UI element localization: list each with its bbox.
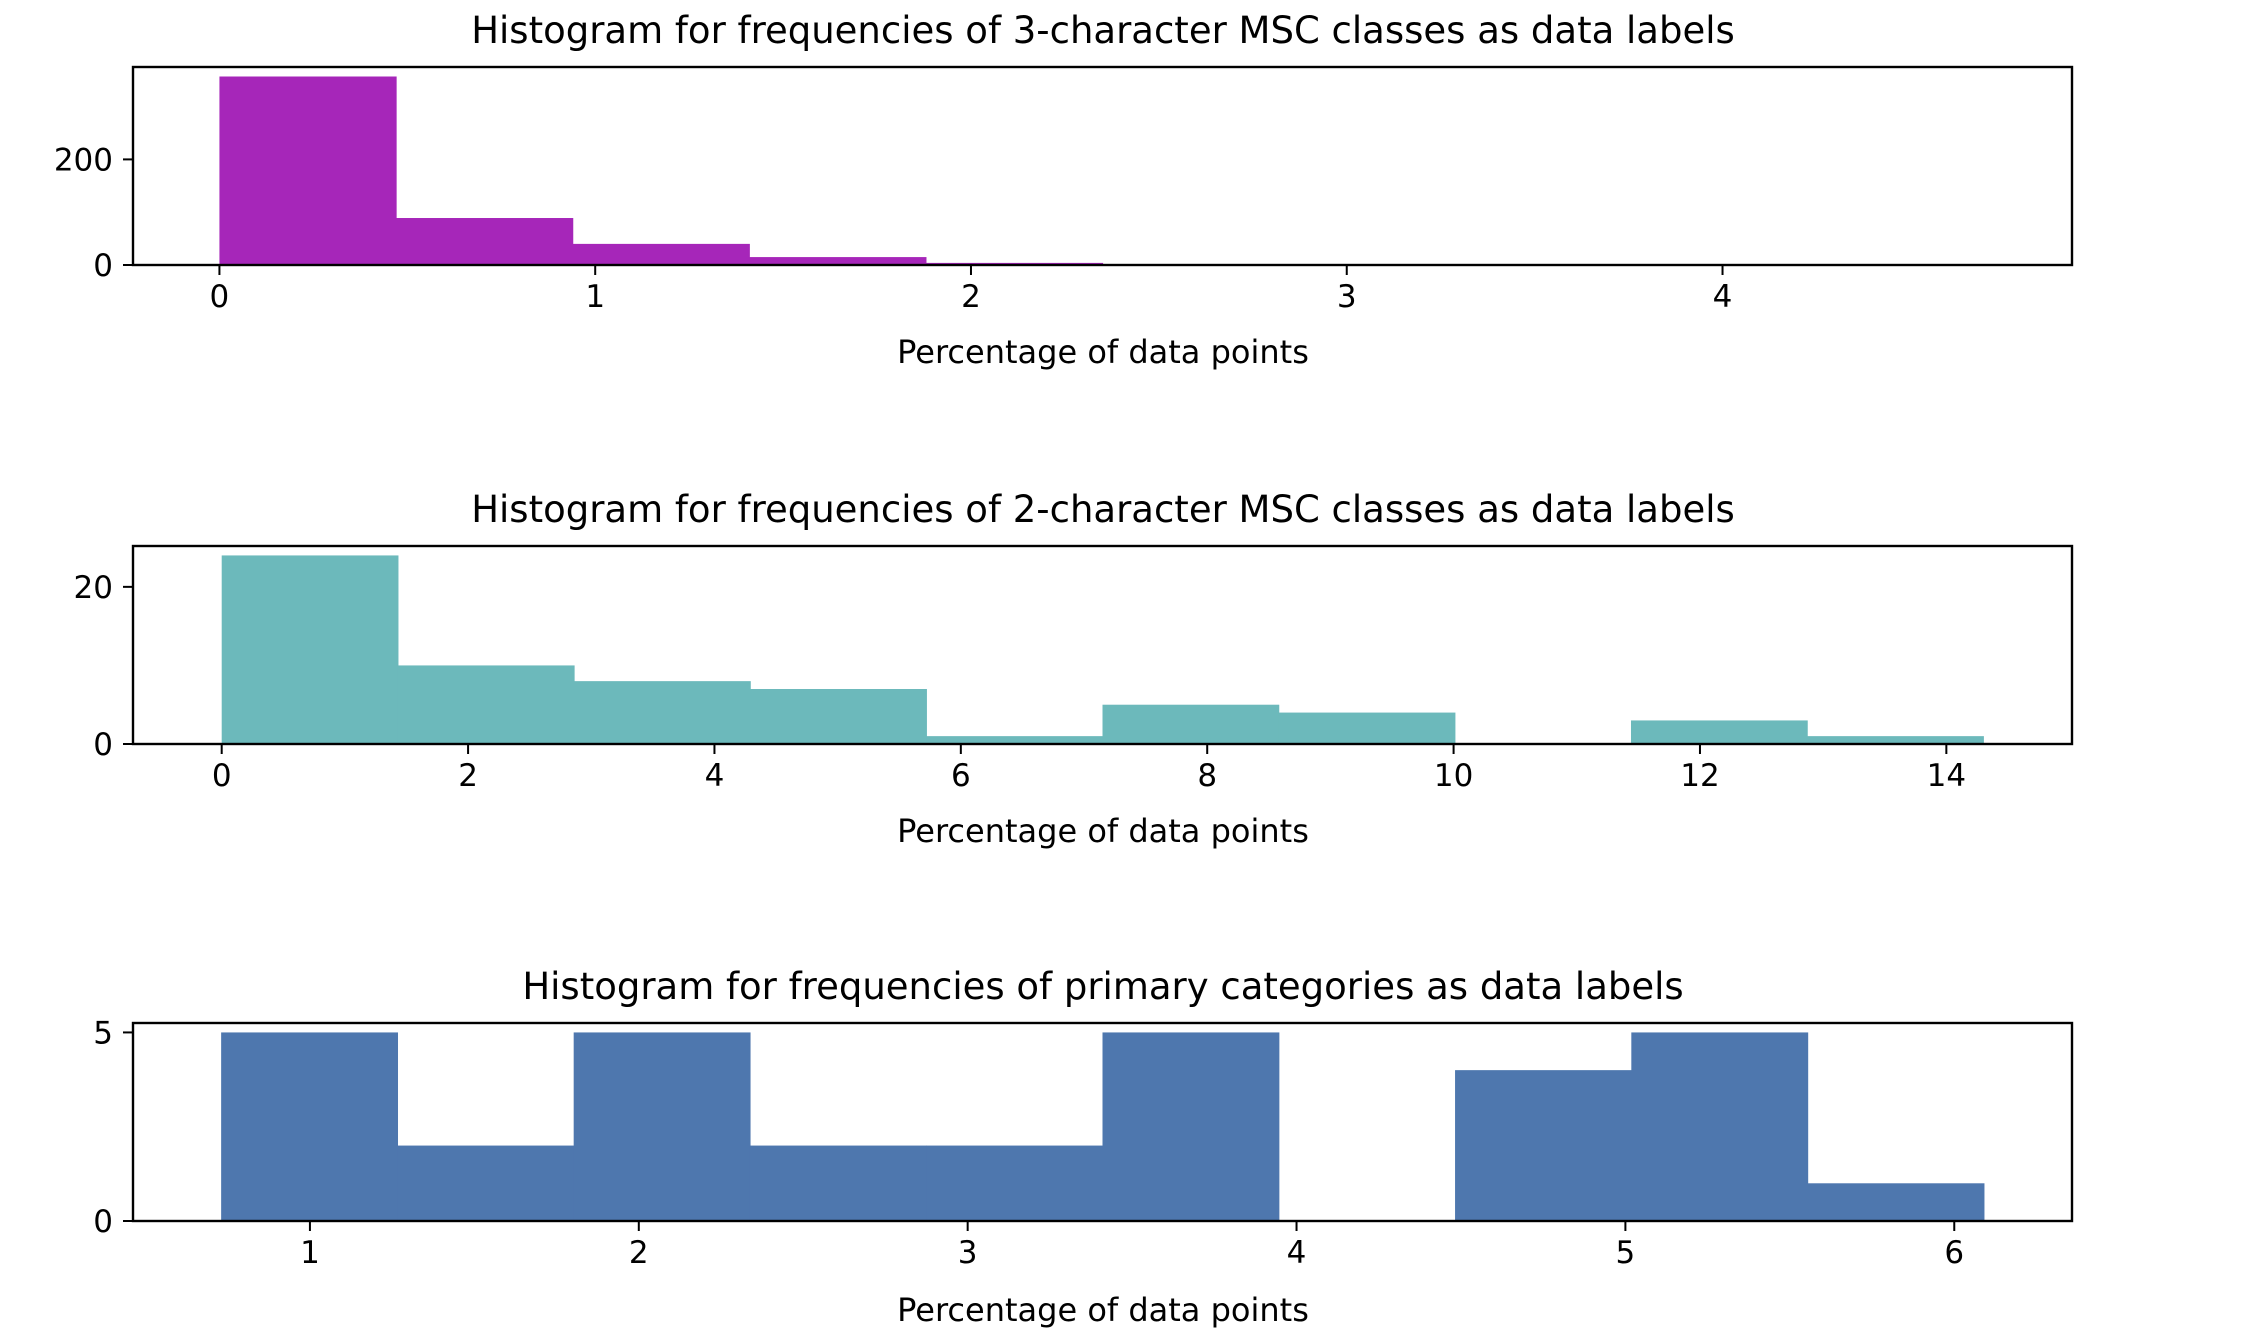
x-axis-label: Percentage of data points <box>897 333 1309 371</box>
histogram-bar <box>749 257 927 265</box>
chart-title: Histogram for frequencies of primary cat… <box>522 965 1683 1008</box>
x-tick-label: 8 <box>1197 758 1217 794</box>
y-axis-ticks: 05 <box>93 1015 133 1240</box>
y-tick-label: 20 <box>74 570 113 606</box>
histogram-bar <box>397 665 575 744</box>
x-tick-label: 0 <box>212 758 232 794</box>
y-tick-label: 0 <box>93 727 113 763</box>
histogram-bar <box>1455 1070 1632 1221</box>
histogram-bar <box>573 1032 751 1221</box>
histogram-bar <box>1102 704 1280 744</box>
histogram-panel-2-character-msc: Histogram for frequencies of 2-character… <box>74 488 2074 850</box>
histogram-bar <box>574 681 751 744</box>
x-tick-label: 3 <box>1337 279 1357 315</box>
x-tick-label: 12 <box>1680 758 1719 794</box>
chart-title: Histogram for frequencies of 3-character… <box>471 9 1735 52</box>
x-tick-label: 6 <box>951 758 971 794</box>
y-tick-label: 5 <box>93 1015 113 1051</box>
x-tick-label: 2 <box>629 1235 649 1271</box>
x-axis-label: Percentage of data points <box>897 812 1309 850</box>
x-tick-label: 4 <box>1287 1235 1307 1271</box>
histogram-bar <box>926 1145 1104 1221</box>
x-tick-label: 4 <box>705 758 725 794</box>
x-tick-label: 6 <box>1944 1235 1964 1271</box>
chart-title: Histogram for frequencies of 2-character… <box>471 488 1735 531</box>
histogram-panel-primary-categories: Histogram for frequencies of primary cat… <box>93 965 2074 1329</box>
x-tick-label: 10 <box>1434 758 1473 794</box>
x-tick-label: 1 <box>300 1235 320 1271</box>
x-tick-label: 0 <box>210 279 230 315</box>
x-tick-label: 2 <box>458 758 478 794</box>
y-axis-ticks: 0 200 <box>54 142 133 284</box>
x-tick-label: 1 <box>585 279 605 315</box>
x-tick-label: 14 <box>1927 758 1966 794</box>
histogram-bar <box>396 218 574 265</box>
bars-group <box>221 1032 1985 1221</box>
histogram-bar <box>1631 1032 1809 1221</box>
x-axis-ticks: 0 2 4 6 8 10 12 14 <box>212 744 1966 794</box>
y-tick-label: 0 <box>93 1204 113 1240</box>
histogram-bar <box>221 1032 399 1221</box>
x-tick-label: 5 <box>1616 1235 1636 1271</box>
y-tick-label: 0 <box>93 248 113 284</box>
x-axis-ticks: 0 1 2 3 4 <box>210 265 1733 315</box>
histogram-bar <box>221 555 399 744</box>
histogram-bar <box>1807 1183 1985 1221</box>
x-tick-label: 3 <box>958 1235 978 1271</box>
plot-area-frame <box>131 544 2074 746</box>
x-tick-label: 4 <box>1713 279 1733 315</box>
histogram-bar <box>750 689 927 744</box>
histogram-bar <box>397 1145 575 1221</box>
histogram-bar <box>572 243 750 265</box>
plot-area-frame <box>131 65 2074 267</box>
histogram-bar <box>219 76 397 265</box>
x-tick-label: 2 <box>961 279 981 315</box>
histogram-bar <box>749 1145 927 1221</box>
plot-area-frame <box>131 1021 2074 1223</box>
histogram-bar <box>1807 736 1984 744</box>
histogram-bar <box>1278 712 1456 744</box>
histogram-panel-3-character-msc: Histogram for frequencies of 3-character… <box>54 9 2074 371</box>
y-tick-label: 200 <box>54 142 113 178</box>
x-axis-ticks: 1 2 3 4 5 6 <box>300 1221 1964 1271</box>
bars-group <box>219 76 1987 266</box>
histogram-bar <box>1102 1032 1280 1221</box>
y-axis-ticks: 0 20 <box>74 570 133 763</box>
histogram-bar <box>1630 720 1808 744</box>
x-axis-label: Percentage of data points <box>897 1291 1309 1329</box>
bars-group <box>221 555 1984 744</box>
histogram-bar <box>926 736 1104 744</box>
